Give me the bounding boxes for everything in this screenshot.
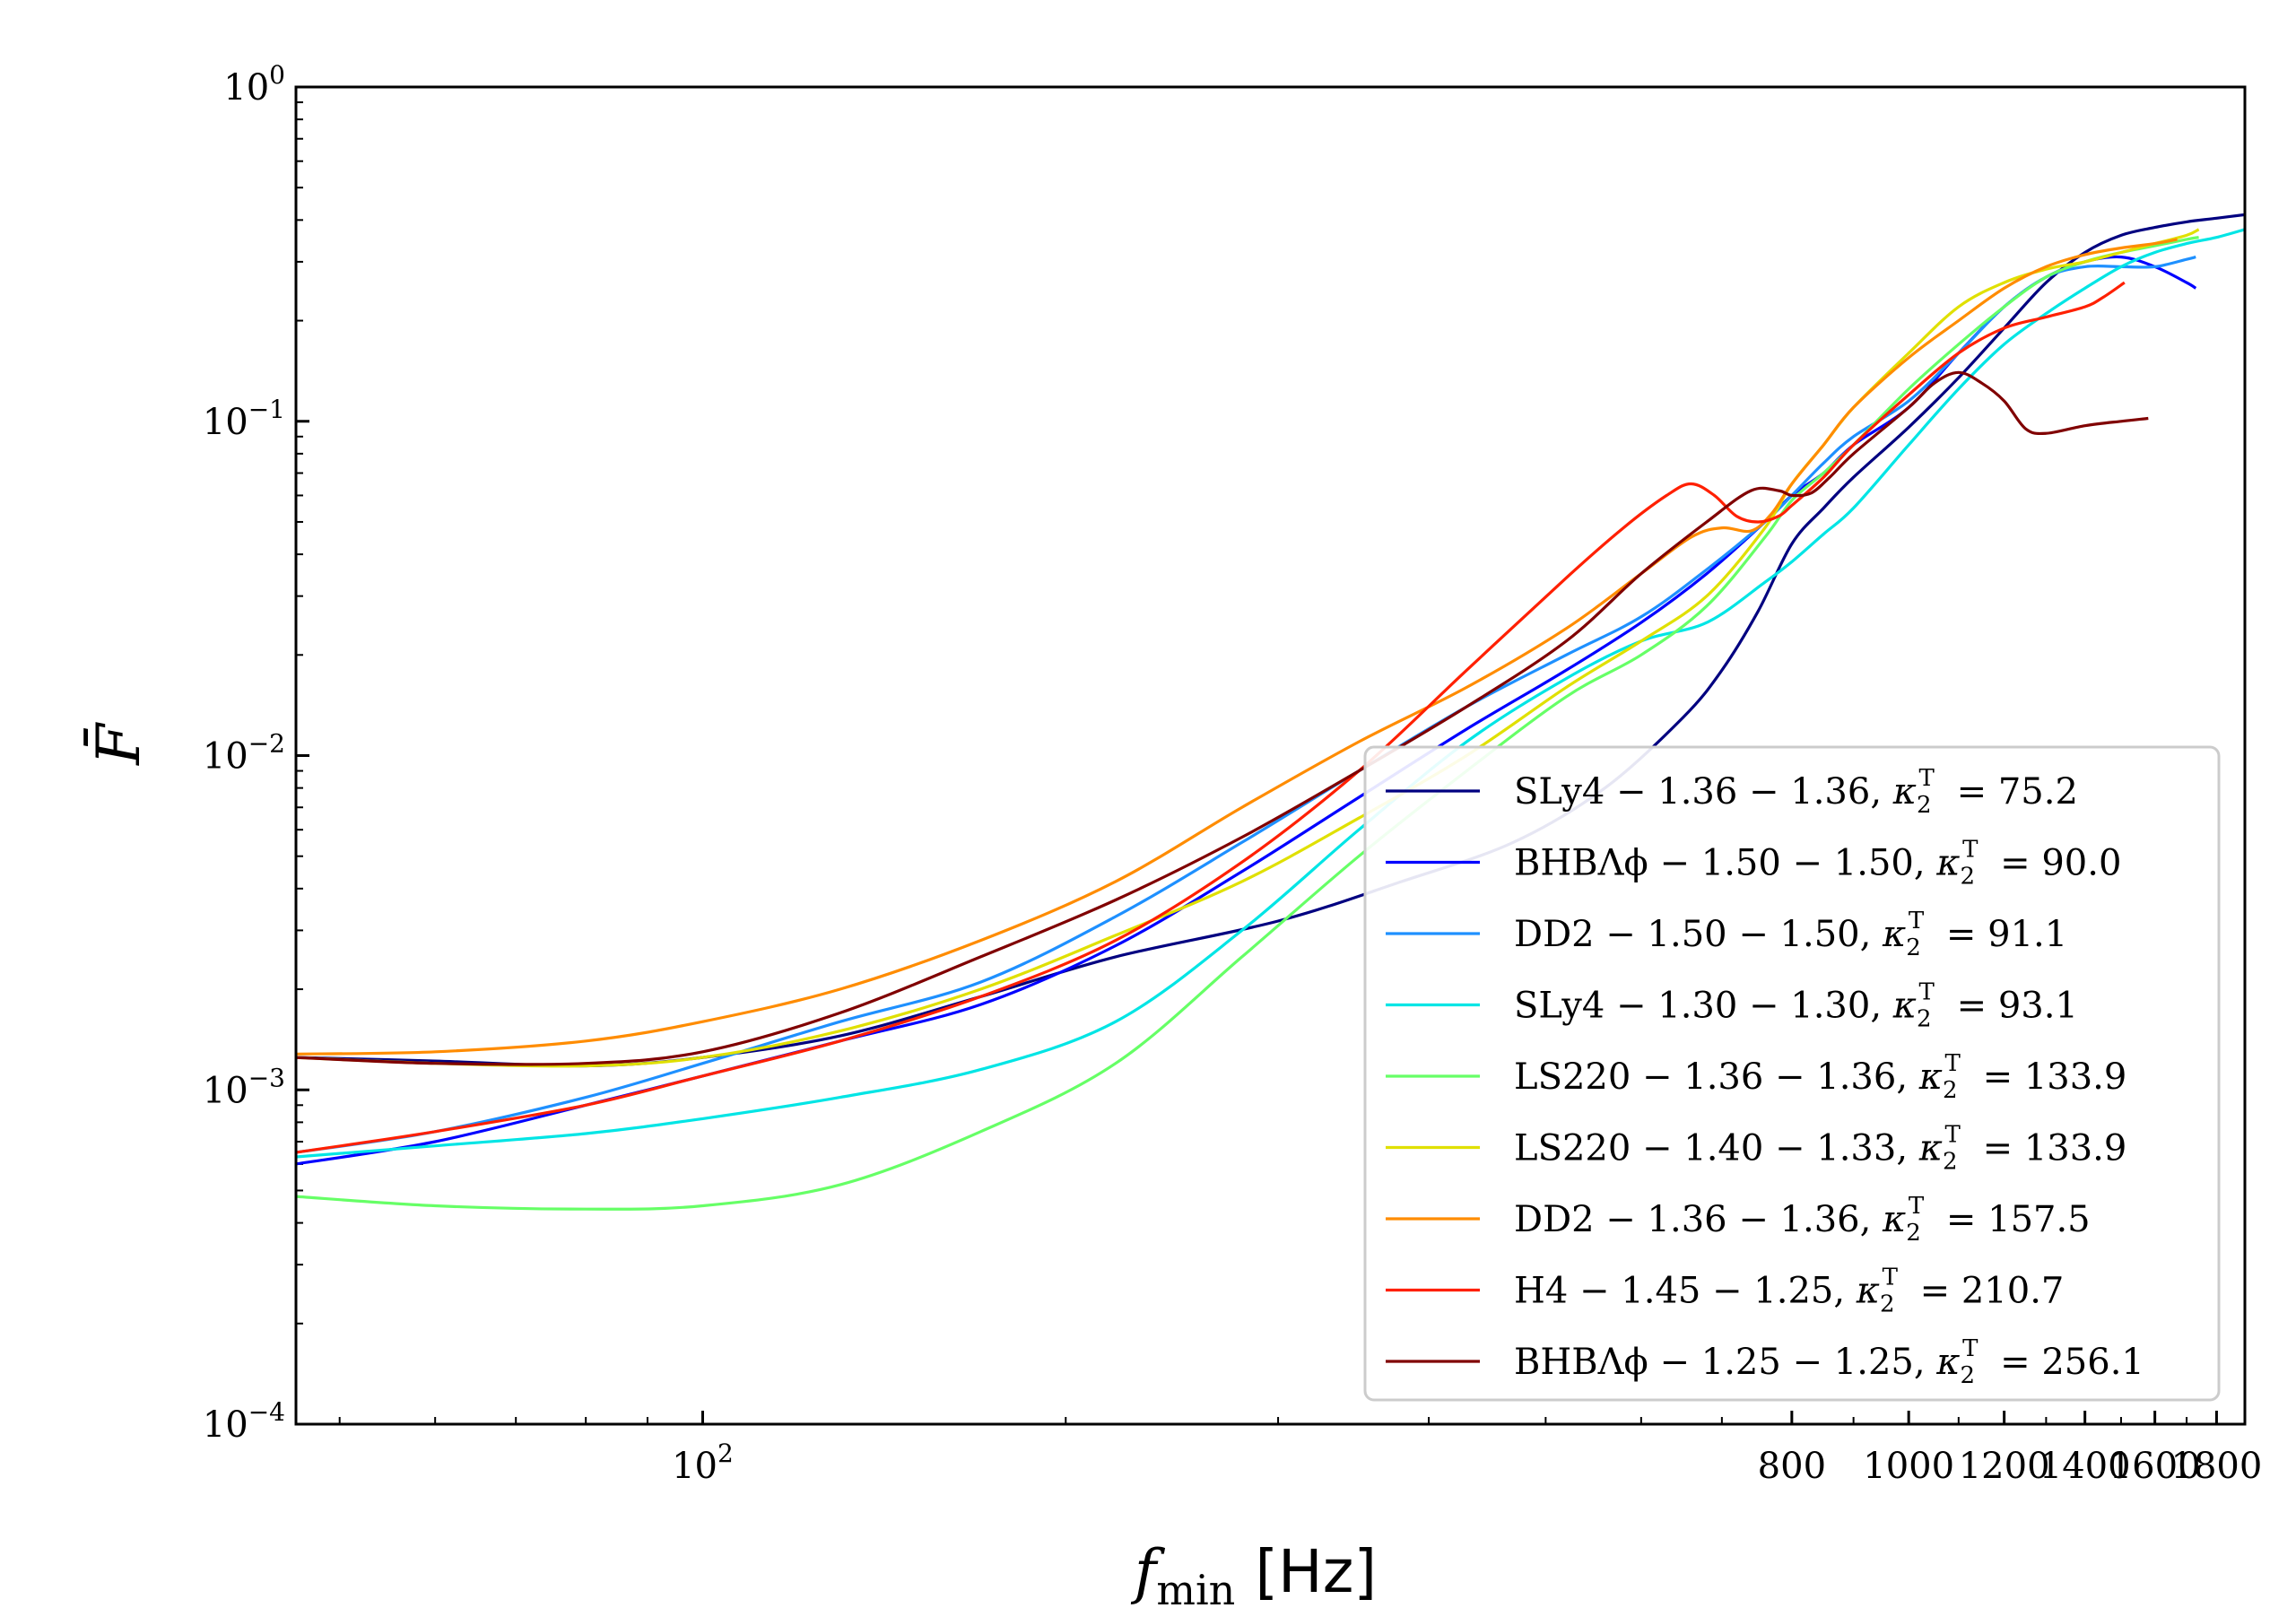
y-tick-base: 10 bbox=[203, 402, 248, 443]
legend-kappa-value: = 256.1 bbox=[1988, 1342, 2144, 1383]
legend-kappa-symbol: κ bbox=[1935, 1342, 1960, 1383]
legend-kappa-sup: T bbox=[1883, 1265, 1899, 1291]
legend-eos-label: SLy4 − 1.36 − 1.36, bbox=[1514, 771, 1893, 813]
series-line-1 bbox=[295, 213, 2246, 1068]
x-tick-label: 102 bbox=[672, 1439, 734, 1487]
legend-eos-label: LS220 − 1.36 − 1.36, bbox=[1514, 1056, 1919, 1098]
series-line-8 bbox=[295, 281, 2126, 1154]
y-tick-label: 10−1 bbox=[203, 395, 285, 443]
legend-label-4: SLy4 − 1.30 − 1.30, κ2T = 93.1 bbox=[1514, 979, 2078, 1033]
legend-label-3: DD2 − 1.50 − 1.50, κ2T = 91.1 bbox=[1514, 908, 2067, 961]
legend-kappa-sup: T bbox=[1962, 837, 1979, 864]
y-tick-base: 10 bbox=[223, 67, 269, 109]
legend-kappa-sup: T bbox=[1919, 765, 1935, 792]
plot-frame bbox=[294, 85, 2247, 1426]
x-tick-label: 1400 bbox=[2039, 1446, 2131, 1487]
legend-kappa-sup: T bbox=[1909, 908, 1925, 934]
legend-kappa-sub: 2 bbox=[1943, 1149, 1958, 1176]
legend-kappa-value: = 90.0 bbox=[1988, 843, 2121, 884]
legend-eos-label: H4 − 1.45 − 1.25, bbox=[1514, 1271, 1857, 1312]
y-tick-label: 100 bbox=[223, 60, 285, 109]
legend-kappa-symbol: κ bbox=[1918, 1128, 1943, 1169]
legend-kappa-symbol: κ bbox=[1892, 986, 1917, 1027]
x-axis-title-sub: min bbox=[1156, 1566, 1235, 1608]
legend-kappa-sub: 2 bbox=[1961, 1362, 1976, 1389]
y-tick-base: 10 bbox=[203, 736, 248, 778]
y-tick-base: 10 bbox=[203, 1404, 248, 1446]
legend-eos-label: DD2 − 1.36 − 1.36, bbox=[1514, 1199, 1883, 1240]
legend-kappa-symbol: κ bbox=[1882, 1199, 1906, 1240]
legend-kappa-sup: T bbox=[1962, 1335, 1979, 1362]
legend-label-9: BHBΛϕ − 1.25 − 1.25, κ2T = 256.1 bbox=[1514, 1335, 2144, 1389]
y-axis-title: F̄ bbox=[84, 722, 153, 766]
legend-box bbox=[1363, 745, 2221, 1402]
series-line-4 bbox=[295, 228, 2246, 1159]
legend-kappa-sup: T bbox=[1919, 979, 1935, 1006]
legend-kappa-symbol: κ bbox=[1935, 843, 1960, 884]
legend-label-8: H4 − 1.45 − 1.25, κ2T = 210.7 bbox=[1514, 1265, 2064, 1318]
x-tick-label: 1800 bbox=[2171, 1446, 2263, 1487]
legend-eos-label: BHBΛϕ − 1.50 − 1.50, bbox=[1514, 843, 1936, 884]
y-tick-label: 10−3 bbox=[203, 1063, 285, 1111]
y-tick-exponent: −2 bbox=[248, 729, 285, 759]
legend-kappa-sub: 2 bbox=[1943, 1077, 1958, 1104]
x-axis-title: fmin [Hz] bbox=[1130, 1537, 1377, 1608]
y-tick-exponent: 0 bbox=[269, 60, 285, 90]
legend-kappa-value: = 75.2 bbox=[1945, 771, 2078, 813]
x-tick-label: 1200 bbox=[1959, 1446, 2050, 1487]
legend-kappa-symbol: κ bbox=[1892, 771, 1917, 813]
legend-label-5: LS220 − 1.36 − 1.36, κ2T = 133.9 bbox=[1514, 1050, 2126, 1104]
legend-label-7: DD2 − 1.36 − 1.36, κ2T = 157.5 bbox=[1514, 1193, 2091, 1247]
legend-kappa-value: = 91.1 bbox=[1935, 914, 2067, 955]
legend-kappa-symbol: κ bbox=[1856, 1271, 1880, 1312]
legend-kappa-symbol: κ bbox=[1918, 1056, 1943, 1098]
legend-kappa-sub: 2 bbox=[1880, 1291, 1895, 1318]
legend-kappa-sub: 2 bbox=[1906, 1220, 1921, 1247]
y-tick-exponent: −1 bbox=[248, 395, 285, 424]
legend-kappa-sup: T bbox=[1945, 1122, 1961, 1149]
series-line-9 bbox=[295, 370, 2149, 1066]
legend-kappa-sub: 2 bbox=[1906, 934, 1921, 961]
y-tick-exponent: −3 bbox=[248, 1063, 285, 1092]
legend-label-6: LS220 − 1.40 − 1.33, κ2T = 133.9 bbox=[1514, 1122, 2126, 1176]
legend-kappa-sub: 2 bbox=[1961, 864, 1976, 891]
y-tick-exponent: −4 bbox=[248, 1397, 285, 1427]
x-tick-label: 1000 bbox=[1863, 1446, 1954, 1487]
y-tick-label: 10−2 bbox=[203, 729, 285, 778]
x-axis-title-unit: [Hz] bbox=[1255, 1537, 1377, 1606]
legend-label-1: SLy4 − 1.36 − 1.36, κ2T = 75.2 bbox=[1514, 765, 2078, 819]
legend-eos-label: BHBΛϕ − 1.25 − 1.25, bbox=[1514, 1342, 1936, 1383]
legend-kappa-value: = 210.7 bbox=[1909, 1271, 2064, 1312]
x-tick-label: 800 bbox=[1758, 1446, 1826, 1487]
series-line-5 bbox=[295, 236, 2199, 1211]
legend-eos-label: LS220 − 1.40 − 1.33, bbox=[1514, 1128, 1919, 1169]
legend-label-2: BHBΛϕ − 1.50 − 1.50, κ2T = 90.0 bbox=[1514, 837, 2121, 891]
legend-kappa-value: = 133.9 bbox=[1971, 1056, 2126, 1098]
x-tick-label: 1600 bbox=[2109, 1446, 2201, 1487]
legend-kappa-sub: 2 bbox=[1917, 1006, 1932, 1033]
legend-kappa-value: = 157.5 bbox=[1935, 1199, 2090, 1240]
y-tick-base: 10 bbox=[203, 1070, 248, 1111]
x-tick-base: 10 bbox=[672, 1446, 718, 1487]
legend-kappa-sup: T bbox=[1909, 1193, 1925, 1220]
legend-kappa-sub: 2 bbox=[1917, 792, 1932, 819]
legend-kappa-sup: T bbox=[1945, 1050, 1961, 1077]
legend-kappa-value: = 93.1 bbox=[1945, 986, 2078, 1027]
legend-eos-label: SLy4 − 1.30 − 1.30, bbox=[1514, 986, 1893, 1027]
legend-eos-label: DD2 − 1.50 − 1.50, bbox=[1514, 914, 1883, 955]
y-tick-label: 10−4 bbox=[203, 1397, 285, 1446]
series-lines bbox=[295, 213, 2246, 1211]
legend-kappa-symbol: κ bbox=[1882, 914, 1906, 955]
series-line-6 bbox=[295, 228, 2200, 1068]
x-tick-exponent: 2 bbox=[718, 1439, 734, 1468]
legend-kappa-value: = 133.9 bbox=[1971, 1128, 2126, 1169]
